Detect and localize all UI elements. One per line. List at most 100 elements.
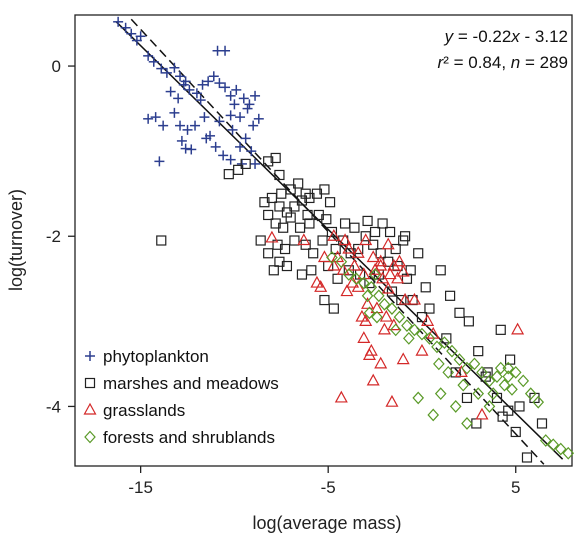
point-square (503, 405, 514, 416)
point-square (424, 303, 435, 314)
point-square (255, 235, 266, 246)
y-tick-label: 0 (52, 57, 61, 76)
point-plus (236, 158, 247, 169)
point-plus (148, 56, 159, 67)
point-triangle (362, 348, 376, 360)
point-square (270, 152, 281, 164)
point-diamond (350, 272, 363, 286)
point-triangle (338, 233, 352, 246)
series-triangle (265, 229, 525, 420)
point-triangle (421, 314, 435, 326)
point-plus (214, 78, 225, 89)
point-plus (220, 82, 231, 93)
point-diamond (389, 323, 402, 337)
point-square (495, 324, 506, 335)
point-square (263, 156, 274, 167)
point-square (386, 286, 398, 297)
legend-label: forests and shrublands (103, 428, 275, 447)
point-plus (184, 84, 195, 95)
legend-item: marshes and meadows (84, 374, 279, 393)
point-triangle (336, 263, 350, 275)
point-diamond (517, 374, 530, 388)
point-plus (203, 76, 214, 87)
point-plus (229, 99, 240, 110)
point-plus (214, 116, 225, 127)
point-plus (235, 112, 246, 123)
point-triangle (351, 246, 365, 258)
point-square (293, 178, 304, 189)
point-square (289, 235, 300, 246)
point-diamond (423, 331, 436, 345)
point-triangle (366, 373, 380, 386)
point-diamond (483, 400, 496, 413)
point-triangle (398, 292, 412, 305)
point-square (377, 218, 388, 229)
point-diamond (393, 310, 406, 324)
point-triangle (381, 237, 395, 250)
point-square (441, 333, 452, 344)
point-square (321, 214, 332, 225)
point-plus (240, 133, 251, 144)
point-square (281, 260, 293, 272)
point-plus (186, 144, 197, 155)
point-plus (143, 113, 154, 124)
point-square (399, 231, 411, 242)
legend-marker-diamond (84, 430, 96, 444)
point-square (268, 265, 279, 276)
point-plus (120, 22, 131, 33)
point-diamond (438, 336, 451, 350)
point-plus (195, 95, 206, 106)
point-square (276, 188, 287, 199)
point-diamond (427, 408, 440, 422)
point-plus (173, 93, 184, 104)
point-square (375, 248, 386, 259)
point-diamond (539, 434, 552, 447)
point-square (308, 248, 319, 259)
point-triangle (368, 263, 382, 275)
point-triangle (370, 301, 384, 314)
point-diamond (369, 268, 381, 281)
point-diamond (386, 302, 398, 315)
point-diamond (326, 251, 338, 264)
point-triangle (357, 331, 371, 343)
point-square (278, 222, 289, 233)
legend: phytoplankton marshes and meadows grasslan… (83, 347, 279, 447)
point-diamond (442, 366, 455, 379)
point-square (223, 169, 234, 180)
point-square (330, 243, 341, 255)
point-diamond (494, 361, 507, 375)
point-plus (235, 141, 246, 152)
point-square (296, 269, 308, 280)
point-triangle (327, 229, 341, 241)
point-square (317, 235, 328, 246)
series-diamond (326, 251, 574, 460)
point-plus (169, 62, 180, 73)
legend-marker-plus (85, 351, 95, 361)
point-plus (180, 143, 191, 154)
point-plus (191, 88, 202, 99)
point-square (279, 243, 291, 255)
point-square (514, 401, 525, 412)
point-plus (190, 120, 201, 131)
data-points (113, 16, 574, 463)
point-plus (244, 99, 255, 110)
point-plus (143, 50, 154, 61)
point-square (304, 218, 315, 229)
point-square (324, 197, 336, 208)
point-plus (176, 135, 187, 146)
point-square (233, 164, 244, 175)
point-triangle (475, 407, 489, 420)
point-diamond (502, 361, 515, 375)
point-square (289, 201, 300, 212)
point-triangle (357, 267, 371, 280)
point-diamond (401, 319, 413, 332)
point-square (281, 207, 293, 218)
point-triangle (340, 284, 354, 297)
point-plus (165, 86, 176, 97)
point-square (369, 226, 381, 238)
legend-marker-triangle (83, 402, 97, 415)
point-plus (113, 16, 124, 27)
point-square (274, 169, 285, 181)
point-square (461, 392, 473, 404)
